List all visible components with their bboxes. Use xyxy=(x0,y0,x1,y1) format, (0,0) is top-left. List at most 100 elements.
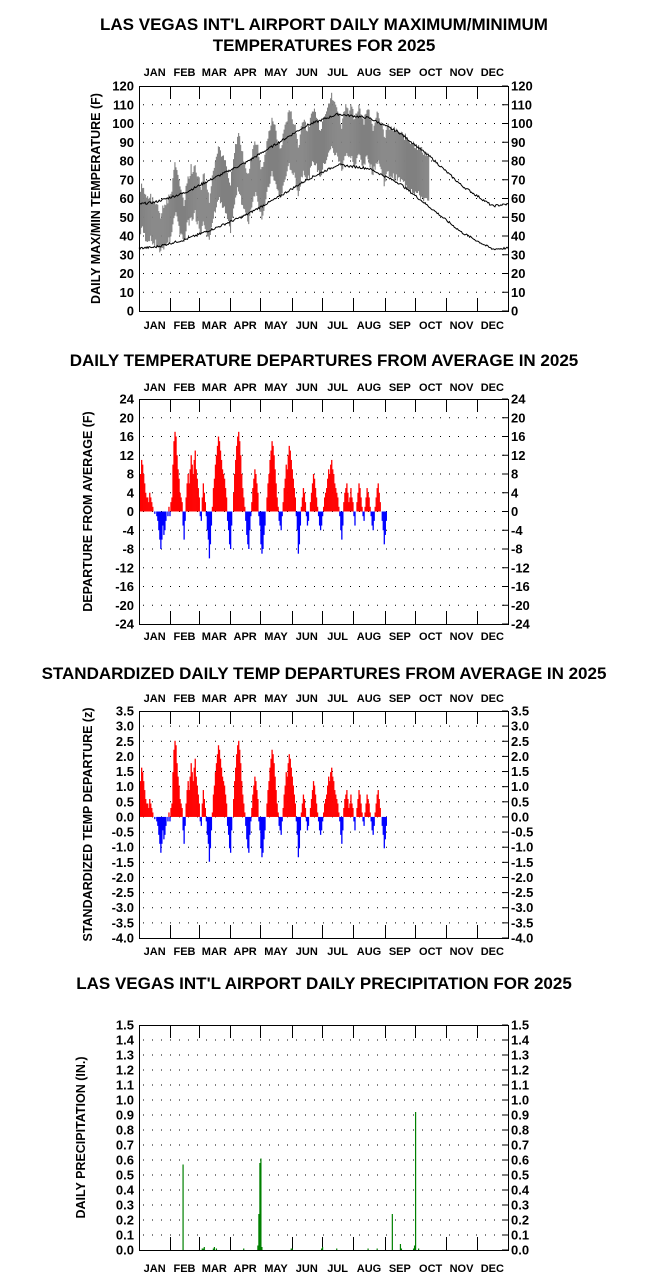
departure-bar xyxy=(330,464,332,512)
observed-range-bar xyxy=(182,197,184,240)
departure-bar xyxy=(157,816,159,826)
month-label-top: OCT xyxy=(419,382,443,394)
departure-bar xyxy=(267,790,269,817)
departure-bar xyxy=(233,492,235,512)
departure-bar xyxy=(254,469,256,512)
month-label-top: DEC xyxy=(481,693,504,705)
departure-bar xyxy=(255,781,257,817)
y-tick-label-right: -24 xyxy=(511,617,531,632)
departure-bar xyxy=(289,758,291,817)
y-tick-label-left: 50 xyxy=(120,210,134,225)
observed-range-bar xyxy=(143,187,145,233)
month-label-top: NOV xyxy=(450,382,475,394)
plot-border xyxy=(139,399,509,625)
departure-bar xyxy=(236,445,238,512)
observed-range-bar xyxy=(379,123,381,167)
departure-bar xyxy=(384,511,386,535)
observed-range-bar xyxy=(297,147,299,197)
month-label-top: AUG xyxy=(357,382,381,394)
departure-bar xyxy=(175,745,177,817)
observed-range-bar xyxy=(345,104,347,156)
departure-bar xyxy=(146,497,148,512)
departure-bar xyxy=(289,450,291,512)
departure-bar xyxy=(195,776,197,817)
departure-bar xyxy=(164,816,166,835)
observed-range-bar xyxy=(322,117,325,164)
y-tick-label-right: -2.0 xyxy=(511,870,533,885)
y-tick-label-right: 0.5 xyxy=(511,794,529,809)
observed-range-bar xyxy=(406,139,409,189)
departure-bar xyxy=(341,511,343,540)
observed-range-bar xyxy=(222,155,225,208)
departure-bar xyxy=(199,511,201,517)
departure-bar xyxy=(264,511,266,526)
observed-range-bar xyxy=(274,124,276,181)
precip-bar xyxy=(202,1248,204,1250)
departure-bar xyxy=(191,464,193,512)
observed-range-bar xyxy=(305,130,307,180)
departure-bar xyxy=(154,816,156,820)
month-label-bottom: DEC xyxy=(481,320,504,332)
y-tick-label-right: 0.9 xyxy=(511,1108,529,1123)
observed-range-bar xyxy=(342,118,344,170)
departure-bar xyxy=(287,455,289,512)
departure-bar xyxy=(208,816,211,862)
observed-range-bar xyxy=(407,140,410,189)
observed-range-bar xyxy=(396,129,398,181)
departure-bar xyxy=(222,781,225,817)
observed-range-bar xyxy=(183,206,185,242)
month-label-bottom: DEC xyxy=(481,631,504,643)
departure-bar xyxy=(313,478,316,512)
observed-range-bar xyxy=(248,173,250,225)
departure-bar xyxy=(333,474,335,512)
y-tick-label-left: 3.5 xyxy=(116,704,134,719)
month-label-bottom: MAY xyxy=(264,320,288,332)
departure-bar xyxy=(304,807,307,817)
observed-range-bar xyxy=(265,152,267,200)
y-tick-label-left: 0.7 xyxy=(116,1138,134,1153)
departure-bar xyxy=(275,790,277,817)
month-label-top: SEP xyxy=(389,67,411,79)
departure-bar xyxy=(315,497,318,512)
y-tick-label-left: -4 xyxy=(122,523,134,538)
departure-bar xyxy=(334,483,336,512)
observed-range-bar xyxy=(301,122,303,178)
departure-bar xyxy=(159,511,161,540)
month-label-top: SEP xyxy=(389,382,411,394)
y-tick-label-left: 20 xyxy=(120,266,134,281)
departure-bar xyxy=(160,816,162,853)
departure-bar xyxy=(329,781,331,817)
observed-range-bar xyxy=(184,200,186,240)
departure-bar xyxy=(384,816,386,840)
chart-title: DAILY TEMPERATURE DEPARTURES FROM AVERAG… xyxy=(70,351,579,370)
observed-range-bar xyxy=(252,149,254,202)
y-tick-label-right: 70 xyxy=(511,172,525,187)
observed-range-bar xyxy=(174,162,176,216)
departure-bar xyxy=(245,816,247,826)
observed-range-bar xyxy=(350,104,352,159)
month-label-top: NOV xyxy=(450,693,475,705)
observed-range-bar xyxy=(299,134,301,187)
departure-bar xyxy=(358,790,360,817)
observed-range-bar xyxy=(422,152,424,198)
observed-range-bar xyxy=(424,151,426,199)
departure-bar xyxy=(140,781,142,817)
month-label-bottom: JUL xyxy=(327,946,348,958)
departure-bar xyxy=(319,816,322,835)
departure-bar xyxy=(157,511,159,521)
departure-bar xyxy=(253,478,255,512)
departure-bar xyxy=(345,488,347,512)
y-tick-label-left: 1.0 xyxy=(116,779,134,794)
observed-range-bar xyxy=(140,191,142,235)
observed-range-bar xyxy=(154,201,156,246)
observed-range-bar xyxy=(326,111,328,161)
observed-range-bar xyxy=(249,168,251,216)
observed-range-bar xyxy=(300,126,302,177)
departure-bar xyxy=(345,794,347,817)
observed-range-bar xyxy=(341,128,343,171)
departure-bar xyxy=(174,740,176,817)
observed-range-bar xyxy=(200,189,202,233)
observed-range-bar xyxy=(308,126,310,179)
departure-bar xyxy=(187,781,189,817)
observed-range-bar xyxy=(238,133,240,192)
